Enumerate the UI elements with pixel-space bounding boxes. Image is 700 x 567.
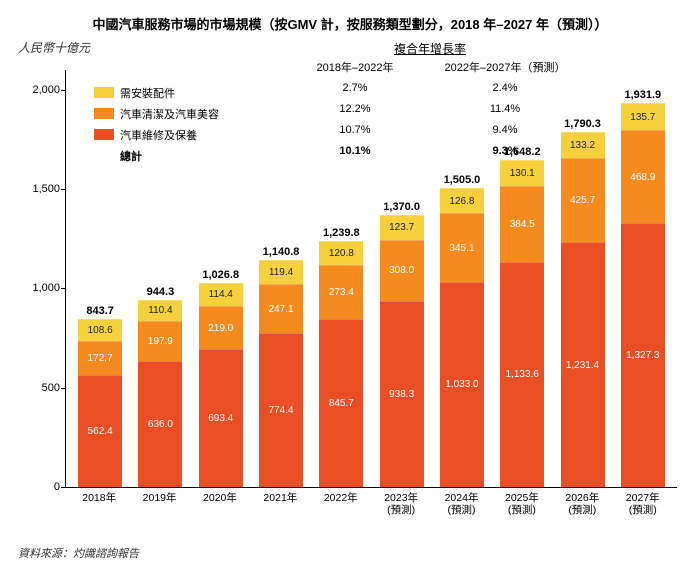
bar-segment-bottom: 1,327.3 (621, 223, 665, 487)
x-tick-label: 2027年(預測) (621, 492, 665, 516)
x-tick-label: 2018年 (77, 492, 121, 516)
chart-container: 中國汽車服務市場的市場規模（按GMV 計，按服務類型劃分，2018 年–2027… (0, 0, 700, 567)
y-tick-label: 1,500 (18, 183, 60, 195)
bar-segment-top: 133.2 (561, 132, 605, 158)
bar-stack: 1,133.6384.5130.1 (500, 160, 544, 487)
plot-area: 843.7 562.4172.7108.6 944.3 636.0197.9110.4… (65, 70, 677, 488)
bar-segment-top: 135.7 (621, 103, 665, 130)
bar-group: 1,790.3 1,231.4425.7133.2 (561, 118, 605, 487)
bar-segment-mid: 273.4 (319, 265, 363, 319)
source-text: 資料來源：灼識諮詢報告 (18, 545, 139, 561)
bar-group: 1,505.0 1,033.0345.1126.8 (440, 174, 484, 487)
bar-segment-mid: 247.1 (259, 284, 303, 333)
bar-stack: 693.4219.0114.4 (199, 283, 243, 487)
bar-segment-top: 108.6 (78, 319, 122, 341)
bar-total-label: 1,648.2 (504, 146, 541, 158)
y-tick-label: 1,000 (18, 282, 60, 294)
bar-total-label: 1,239.8 (323, 227, 360, 239)
bar-total-label: 1,505.0 (444, 174, 481, 186)
bar-group: 1,648.2 1,133.6384.5130.1 (500, 146, 544, 487)
bar-segment-top: 126.8 (440, 188, 484, 213)
chart-title: 中國汽車服務市場的市場規模（按GMV 計，按服務類型劃分，2018 年–2027… (18, 14, 682, 33)
bar-group: 1,370.0 938.3308.0123.7 (380, 201, 424, 487)
bar-segment-mid: 384.5 (500, 186, 544, 262)
bar-segment-mid: 345.1 (440, 213, 484, 282)
bar-segment-top: 120.8 (319, 241, 363, 265)
bar-segment-top: 114.4 (199, 283, 243, 306)
bar-stack: 938.3308.0123.7 (380, 215, 424, 487)
bar-segment-bottom: 1,033.0 (440, 282, 484, 487)
bar-segment-top: 110.4 (138, 300, 182, 322)
cagr-title: 複合年增長率 (280, 40, 580, 57)
bar-segment-mid: 468.9 (621, 130, 665, 223)
y-tick-label: 500 (18, 382, 60, 394)
bar-stack: 845.7273.4120.8 (319, 241, 363, 487)
bar-segment-top: 123.7 (380, 215, 424, 240)
bar-segment-mid: 425.7 (561, 158, 605, 243)
x-tick-label: 2019年 (138, 492, 182, 516)
bar-stack: 774.4247.1119.4 (259, 260, 303, 487)
bar-group: 1,931.9 1,327.3468.9135.7 (621, 89, 665, 487)
x-axis-labels: 2018年 2019年 2020年 2021年 2022年 2023年(預測) 2024年(… (65, 492, 677, 516)
bar-segment-bottom: 1,231.4 (561, 242, 605, 487)
bar-total-label: 843.7 (86, 305, 114, 317)
bar-segment-mid: 219.0 (199, 306, 243, 349)
x-tick-label: 2024年(預測) (440, 492, 484, 516)
bar-segment-mid: 308.0 (380, 240, 424, 301)
bar-stack: 562.4172.7108.6 (78, 319, 122, 487)
bar-group: 944.3 636.0197.9110.4 (138, 286, 182, 488)
x-tick-label: 2022年 (319, 492, 363, 516)
bar-stack: 636.0197.9110.4 (138, 300, 182, 488)
bar-total-label: 1,370.0 (383, 201, 420, 213)
bar-segment-top: 119.4 (259, 260, 303, 284)
bar-segment-bottom: 938.3 (380, 301, 424, 487)
x-tick-label: 2023年(預測) (379, 492, 423, 516)
bar-segment-bottom: 693.4 (199, 349, 243, 487)
y-tick-label: 2,000 (18, 84, 60, 96)
bar-total-label: 944.3 (147, 286, 175, 298)
x-tick-label: 2021年 (258, 492, 302, 516)
bar-group: 1,026.8 693.4219.0114.4 (199, 269, 243, 487)
bar-segment-bottom: 774.4 (259, 333, 303, 487)
bar-total-label: 1,140.8 (263, 246, 300, 258)
bar-segment-bottom: 636.0 (138, 361, 182, 487)
bar-segment-top: 130.1 (500, 160, 544, 186)
bar-group: 1,140.8 774.4247.1119.4 (259, 246, 303, 487)
bar-group: 1,239.8 845.7273.4120.8 (319, 227, 363, 487)
bar-segment-mid: 172.7 (78, 341, 122, 375)
x-tick-label: 2020年 (198, 492, 242, 516)
x-tick-label: 2025年(預測) (500, 492, 544, 516)
bar-stack: 1,231.4425.7133.2 (561, 132, 605, 487)
bar-segment-bottom: 562.4 (78, 375, 122, 487)
bar-segment-bottom: 845.7 (319, 319, 363, 487)
bar-segment-bottom: 1,133.6 (500, 262, 544, 487)
x-tick-label: 2026年(預測) (560, 492, 604, 516)
bar-total-label: 1,931.9 (624, 89, 661, 101)
bar-total-label: 1,790.3 (564, 118, 601, 130)
bar-group: 843.7 562.4172.7108.6 (78, 305, 122, 487)
bar-segment-mid: 197.9 (138, 321, 182, 360)
bar-total-label: 1,026.8 (202, 269, 239, 281)
bar-stack: 1,327.3468.9135.7 (621, 103, 665, 487)
bar-stack: 1,033.0345.1126.8 (440, 188, 484, 487)
y-tick-label: 0 (18, 481, 60, 493)
